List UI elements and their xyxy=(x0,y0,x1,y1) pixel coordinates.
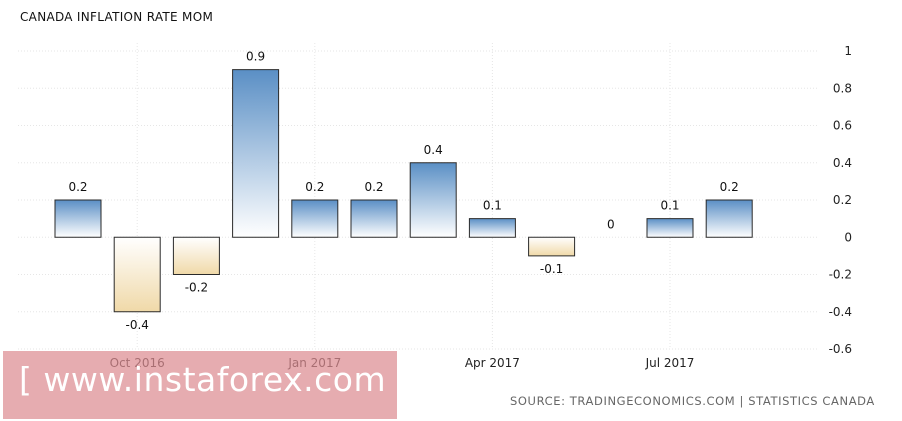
bar xyxy=(409,162,457,238)
bar-value-label: 0.4 xyxy=(424,143,443,157)
bar xyxy=(232,69,280,238)
bar xyxy=(113,236,161,313)
source-note: SOURCE: TRADINGECONOMICS.COM | STATISTIC… xyxy=(510,394,875,408)
y-tick-label: 0.2 xyxy=(833,193,852,207)
bar-value-label: 0.2 xyxy=(364,180,383,194)
y-tick-label: -0.6 xyxy=(829,342,852,356)
bar xyxy=(54,199,102,238)
y-tick-label: 0.8 xyxy=(833,81,852,95)
bar xyxy=(528,236,576,257)
y-tick-label: 1 xyxy=(844,44,852,58)
bar xyxy=(350,199,398,238)
bar-value-label: -0.2 xyxy=(185,281,208,295)
bar-value-label: 0.2 xyxy=(305,180,324,194)
y-tick-label: 0 xyxy=(844,230,852,244)
x-tick-label: Jul 2017 xyxy=(645,356,695,370)
y-tick-label: -0.2 xyxy=(829,268,852,282)
y-tick-label: 0.6 xyxy=(833,119,852,133)
bar xyxy=(172,236,220,275)
bar xyxy=(468,218,516,238)
bar-value-label: 0.2 xyxy=(68,180,87,194)
bar-value-label: 0.9 xyxy=(246,50,265,64)
bar xyxy=(705,199,753,238)
y-tick-label: 0.4 xyxy=(833,156,852,170)
bar xyxy=(646,218,694,238)
bar-value-label: -0.1 xyxy=(540,262,563,276)
y-tick-label: -0.4 xyxy=(829,305,852,319)
bar-value-label: 0.1 xyxy=(483,199,502,213)
bar-value-label: 0.2 xyxy=(720,180,739,194)
watermark-banner: [ www.instaforex.com ] xyxy=(3,351,410,419)
watermark-text: [ www.instaforex.com ] xyxy=(19,360,411,399)
bar-value-label: 0 xyxy=(607,217,615,231)
x-tick-label: Apr 2017 xyxy=(465,356,520,370)
chart-title: CANADA INFLATION RATE MOM xyxy=(20,10,214,24)
bar-value-label: -0.4 xyxy=(125,318,148,332)
bar xyxy=(291,199,339,238)
bar-value-label: 0.1 xyxy=(660,199,679,213)
